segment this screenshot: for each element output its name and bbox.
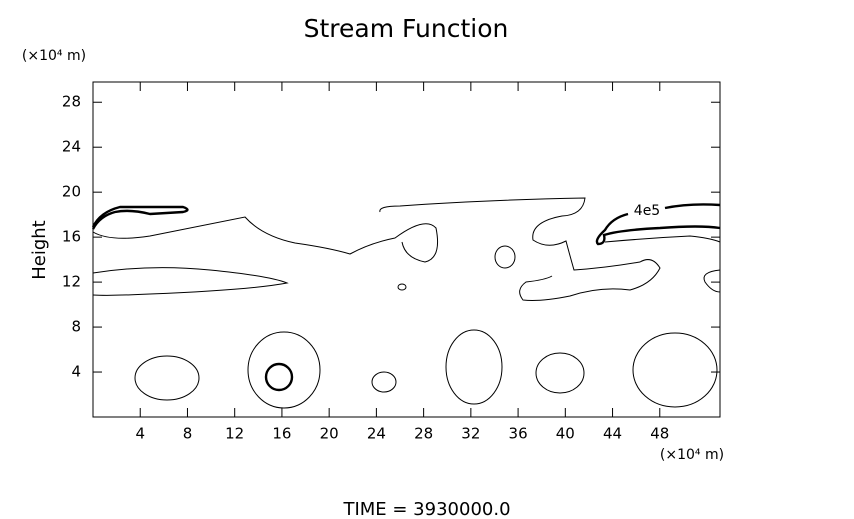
contour-line: [247, 331, 321, 409]
contour-line: [445, 329, 503, 405]
contour-line: [632, 332, 718, 408]
y-tick-label: 8: [71, 318, 81, 336]
contour-line: [604, 235, 721, 243]
x-tick-label: 24: [367, 425, 386, 443]
x-tick-label: 8: [183, 425, 193, 443]
chart-title: Stream Function: [304, 14, 509, 43]
y-tick-label: 24: [62, 138, 81, 156]
contour-line: [379, 197, 661, 301]
contour-line: [397, 283, 407, 291]
contour-line: [91, 205, 189, 230]
y-tick-label: 12: [62, 273, 81, 291]
contour-line: [92, 216, 439, 263]
contour-line: [494, 245, 516, 269]
x-unit: (×10⁴ m): [660, 447, 724, 463]
x-tick-label: 44: [603, 425, 622, 443]
contour-line: [535, 352, 585, 394]
contour-line: [703, 269, 721, 293]
plot-frame: [92, 81, 721, 418]
contour-line: [595, 203, 721, 246]
x-tick-label: 32: [461, 425, 480, 443]
y-tick-label: 28: [62, 93, 81, 111]
x-tick-label: 16: [272, 425, 291, 443]
x-tick-label: 48: [650, 425, 669, 443]
contour-line: [264, 362, 294, 392]
x-tick-label: 40: [556, 425, 575, 443]
y-tick-label: 16: [62, 228, 81, 246]
contour-line: [92, 267, 289, 296]
x-tick-label: 4: [135, 425, 145, 443]
x-tick-label: 28: [414, 425, 433, 443]
x-tick-label: 20: [320, 425, 339, 443]
y-tick-label: 4: [71, 363, 81, 381]
contours: [91, 197, 721, 409]
y-unit: (×10⁴ m): [22, 48, 86, 64]
contour-line: [134, 355, 200, 401]
x-tick-label: 12: [225, 425, 244, 443]
contour-line: [371, 371, 397, 393]
y-axis-label: Height: [29, 220, 50, 280]
y-tick-label: 20: [62, 183, 81, 201]
footer: TIME = 3930000.0: [342, 499, 510, 519]
contour-label: 4e5: [634, 203, 660, 219]
x-tick-label: 36: [509, 425, 528, 443]
